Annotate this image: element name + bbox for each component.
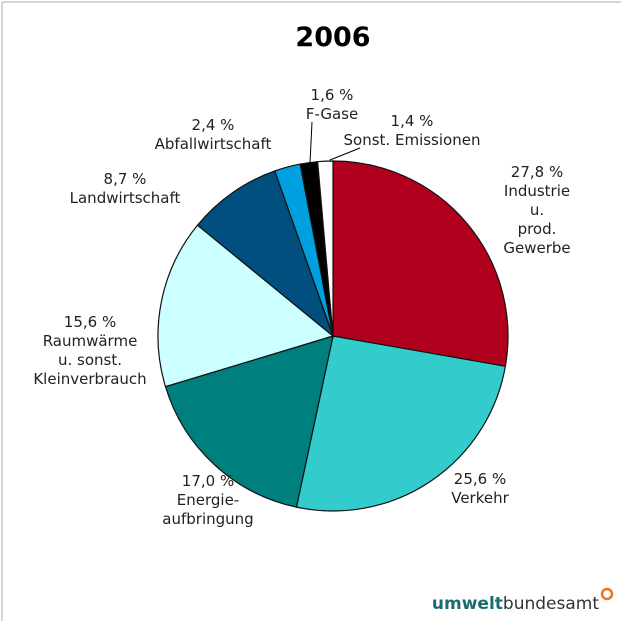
- logo-icon: [600, 587, 614, 601]
- slice-label: 1,6 % F-Gase: [306, 86, 358, 124]
- value-label: 1,4 %: [390, 112, 434, 130]
- pie-slice: [332, 160, 509, 368]
- slice-label: 1,4 % Sonst. Emissionen: [344, 112, 481, 150]
- value-label: 8,7 %: [103, 170, 147, 188]
- pie-slice: [316, 160, 334, 337]
- chart-title: 2006: [295, 22, 371, 53]
- logo: umweltbundesamt: [432, 594, 599, 614]
- leader-line: [329, 147, 361, 161]
- pie-slice: [157, 224, 335, 388]
- category-label: Verkehr: [451, 489, 509, 507]
- category-label: Abfallwirtschaft: [154, 135, 272, 153]
- value-label: 27,8 %: [510, 163, 564, 181]
- logo-rest: bundesamt: [502, 594, 599, 614]
- pie-slice: [295, 335, 507, 512]
- category-label: Raumwärme u. sonst. Kleinverbrauch: [33, 332, 147, 388]
- slice-label: 15,6 % Raumwärme u. sonst. Kleinverbrauch: [33, 313, 146, 389]
- value-label: 25,6 %: [453, 470, 507, 488]
- pie-slice: [164, 335, 334, 508]
- pie-slice: [196, 170, 335, 338]
- category-label: Sonst. Emissionen: [343, 131, 481, 149]
- value-label: 2,4 %: [191, 116, 235, 134]
- slice-label: 25,6 % Verkehr: [451, 470, 509, 508]
- value-label: 15,6 %: [63, 313, 117, 331]
- slice-label: 27,8 % Industrie u. prod. Gewerbe: [495, 163, 579, 258]
- category-label: Industrie u. prod. Gewerbe: [503, 182, 571, 257]
- category-label: F-Gase: [305, 105, 359, 123]
- slice-label: 8,7 % Landwirtschaft: [70, 170, 181, 208]
- slice-label: 17,0 % Energie- aufbringung: [162, 472, 253, 529]
- category-label: Landwirtschaft: [69, 189, 181, 207]
- value-label: 1,6 %: [310, 86, 354, 104]
- value-label: 17,0 %: [181, 472, 235, 490]
- leader-line: [309, 121, 313, 164]
- slice-label: 2,4 % Abfallwirtschaft: [155, 116, 272, 154]
- category-label: Energie- aufbringung: [162, 491, 254, 528]
- logo-bold: umwelt: [431, 594, 503, 614]
